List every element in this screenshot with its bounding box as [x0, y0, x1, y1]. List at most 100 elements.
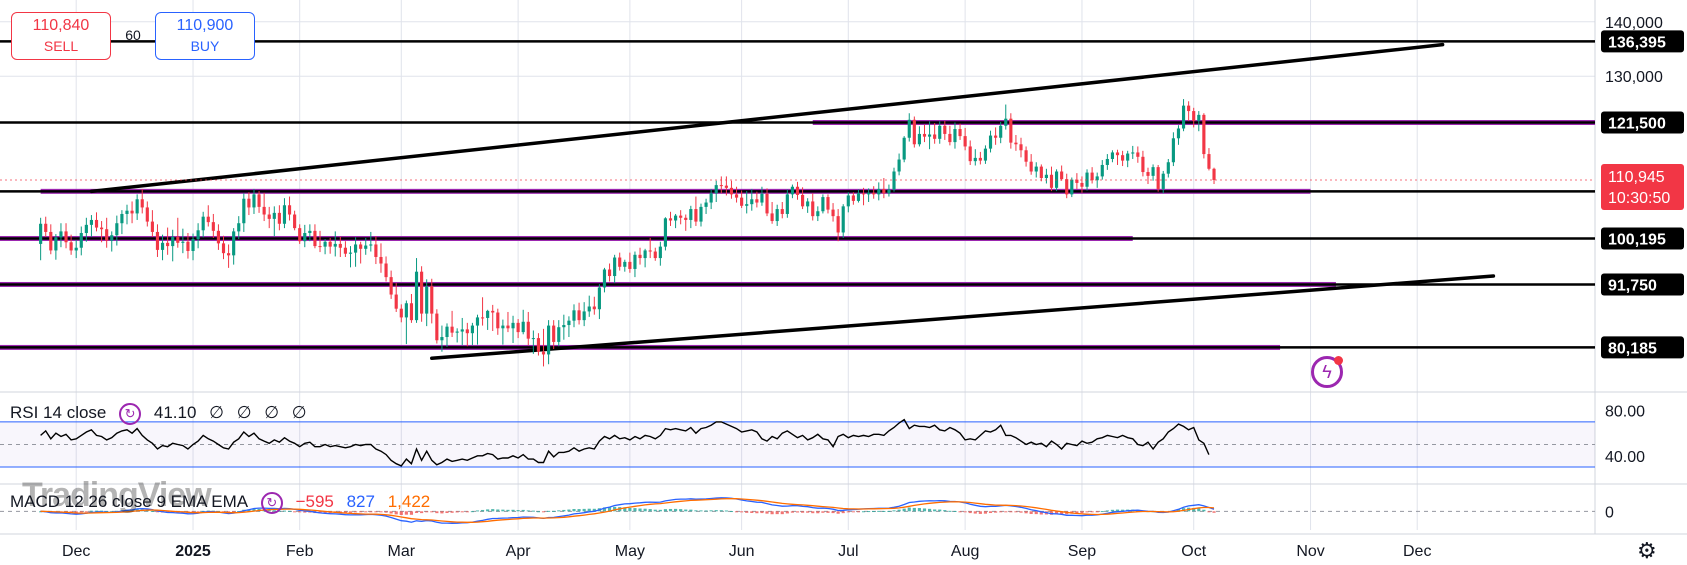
macd-histogram-bar	[922, 508, 927, 512]
macd-histogram-bar	[867, 511, 871, 513]
price-tick-label: 130,000	[1605, 69, 1663, 86]
candle-body	[816, 211, 820, 217]
macd-histogram-bar	[74, 511, 78, 513]
macd-histogram-bar	[541, 511, 546, 513]
macd-settings-icon[interactable]: ↻	[260, 492, 283, 514]
candle-body	[851, 195, 855, 201]
candle-body	[435, 313, 439, 341]
flash-alert-icon[interactable]: ϟ	[1311, 356, 1343, 388]
rsi-extra-1: ∅	[209, 403, 224, 423]
sell-button[interactable]: 110,840 SELL	[11, 12, 111, 60]
macd-histogram-bar	[348, 511, 353, 513]
macd-histogram-bar	[150, 510, 154, 512]
candle-body	[587, 306, 591, 312]
macd-histogram-bar	[470, 511, 474, 513]
candle-body	[445, 326, 449, 338]
macd-histogram-bar	[963, 511, 967, 513]
candle-body	[1014, 142, 1018, 145]
candle-body	[348, 252, 353, 254]
macd-histogram-bar	[729, 511, 734, 513]
candle-body	[94, 219, 99, 228]
macd-histogram-bar	[394, 511, 398, 515]
macd-histogram-bar	[409, 511, 414, 515]
candle-body	[155, 231, 160, 250]
candle-body	[1044, 174, 1048, 179]
candle-body	[526, 321, 530, 339]
macd-histogram-bar	[94, 510, 99, 512]
candle-body	[531, 338, 535, 340]
macd-histogram-bar	[516, 510, 520, 512]
candle-body	[501, 325, 505, 329]
candle-body	[171, 236, 175, 247]
candle-body	[486, 310, 490, 318]
macd-histogram-bar	[877, 510, 881, 512]
candle-body	[790, 186, 794, 195]
candle-body	[196, 230, 200, 240]
candle-body	[983, 148, 988, 161]
candle-body	[755, 199, 759, 203]
rsi-settings-icon[interactable]: ↻	[119, 403, 142, 425]
macd-histogram-bar	[404, 511, 408, 515]
macd-histogram-bar	[917, 508, 921, 512]
macd-histogram-bar	[648, 509, 652, 512]
candle-body	[404, 303, 408, 318]
candle-body	[247, 198, 251, 208]
candle-body	[282, 205, 287, 224]
macd-histogram-bar	[592, 508, 596, 512]
macd-histogram-bar	[958, 511, 962, 513]
candle-body	[425, 286, 429, 314]
candle-body	[704, 202, 708, 207]
macd-histogram-bar	[740, 511, 744, 513]
rsi-legend[interactable]: RSI 14 close ↻ 41.10 ∅ ∅ ∅ ∅	[10, 403, 315, 425]
candle-body	[750, 199, 754, 205]
candle-body	[882, 188, 886, 194]
candle-body	[1166, 162, 1170, 174]
candle-body	[948, 133, 952, 143]
candle-body	[867, 192, 871, 195]
macd-histogram-bar	[1049, 511, 1054, 515]
macd-histogram-bar	[582, 508, 586, 512]
candle-body	[1171, 138, 1175, 163]
candle-body	[953, 129, 957, 143]
candle-body	[64, 231, 68, 243]
candle-body	[333, 243, 337, 247]
notification-dot	[1334, 356, 1343, 365]
buy-button[interactable]: 110,900 BUY	[155, 12, 255, 60]
candle-body	[160, 242, 165, 250]
macd-histogram-bar	[1024, 511, 1028, 514]
macd-histogram-bar	[811, 511, 815, 514]
candle-body	[1207, 154, 1211, 169]
candle-body	[968, 146, 972, 162]
candle-body	[973, 157, 977, 162]
candle-body	[902, 137, 906, 160]
candle-body	[389, 277, 393, 295]
macd-histogram-bar	[374, 511, 378, 513]
candle-body	[1019, 144, 1023, 151]
candle-body	[689, 209, 693, 220]
settings-gear-icon[interactable]: ⚙	[1637, 538, 1657, 563]
candle-body	[1212, 168, 1216, 180]
candle-body	[1156, 167, 1160, 189]
candle-body	[1121, 155, 1125, 161]
macd-histogram-bar	[1181, 508, 1186, 512]
macd-histogram-bar	[628, 507, 632, 512]
candle-body	[379, 256, 383, 264]
macd-histogram-bar	[1095, 511, 1099, 513]
candle-body	[602, 269, 607, 288]
macd-legend[interactable]: MACD 12 26 close 9 EMA EMA ↻ −595 827 1,…	[10, 492, 438, 514]
candle-body	[1146, 172, 1150, 176]
candle-body	[384, 263, 388, 278]
macd-hist-value: −595	[295, 492, 334, 512]
candle-body	[938, 125, 942, 139]
candle-body	[684, 217, 688, 220]
candle-body	[1187, 105, 1191, 112]
macd-histogram-bar	[196, 511, 200, 513]
macd-histogram-bar	[1034, 511, 1038, 515]
rsi-line	[40, 418, 1210, 467]
date-tick-label: Jun	[729, 543, 755, 560]
current-price-label: 110,945	[1608, 169, 1665, 186]
candle-body	[1105, 158, 1109, 165]
candle-body	[765, 193, 769, 214]
macd-signal-value: 1,422	[387, 492, 431, 512]
